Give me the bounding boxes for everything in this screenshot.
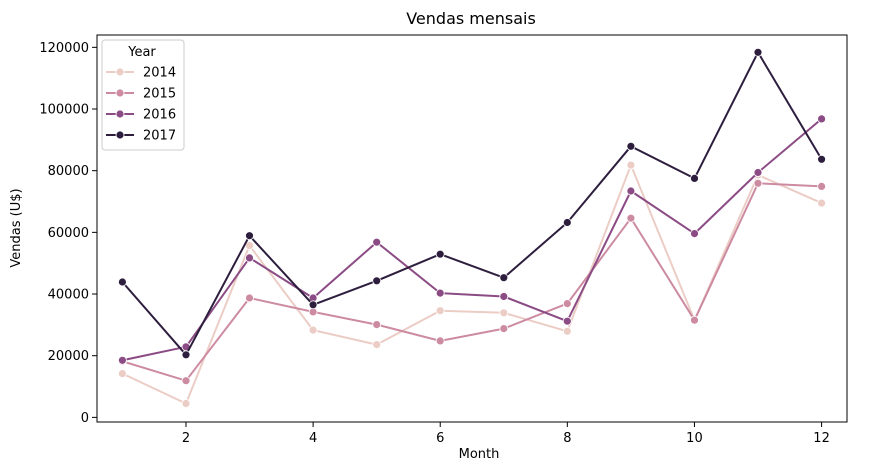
data-point <box>435 336 445 346</box>
x-tick-label: 4 <box>309 431 317 446</box>
data-point <box>817 198 826 208</box>
x-axis-label: Month <box>459 447 500 462</box>
legend-item-2015: 2015 <box>106 87 176 102</box>
legend-marker <box>115 130 125 140</box>
legend-label: 2015 <box>143 87 176 102</box>
data-point <box>435 249 445 259</box>
x-axis: 2 4 6 8 10 12 <box>182 422 830 446</box>
data-point <box>562 218 572 227</box>
data-point <box>372 320 382 330</box>
data-point <box>245 241 254 251</box>
data-point <box>690 229 699 239</box>
data-point <box>690 173 699 183</box>
data-point <box>435 306 445 316</box>
data-point <box>245 253 254 263</box>
y-tick-label: 100000 <box>39 103 89 118</box>
data-point <box>626 213 636 223</box>
data-point <box>817 154 826 164</box>
legend-marker <box>115 67 125 77</box>
data-point <box>562 316 572 326</box>
data-point <box>753 178 763 188</box>
data-point <box>817 114 826 124</box>
data-point <box>626 141 636 151</box>
data-point <box>372 340 382 350</box>
x-tick-label: 8 <box>563 431 571 446</box>
data-point <box>562 299 572 309</box>
legend-label: 2016 <box>143 108 176 123</box>
y-tick-label: 40000 <box>48 288 89 303</box>
data-point <box>435 288 445 298</box>
legend-marker <box>115 109 125 119</box>
legend-item-2017: 2017 <box>106 129 176 144</box>
data-point <box>372 237 382 247</box>
x-tick-label: 2 <box>182 431 190 446</box>
legend-box <box>101 39 185 151</box>
legend-label: 2014 <box>143 66 176 81</box>
data-point <box>626 186 636 196</box>
series-2016 <box>118 114 826 365</box>
x-tick-label: 12 <box>813 431 830 446</box>
legend-label: 2017 <box>143 129 176 144</box>
data-point <box>499 292 509 301</box>
data-point <box>562 326 572 336</box>
data-point <box>245 231 254 241</box>
data-point <box>245 293 254 303</box>
y-tick-label: 120000 <box>39 41 89 56</box>
data-point <box>372 276 382 286</box>
legend-marker <box>115 88 125 98</box>
data-point <box>753 47 763 57</box>
series-line <box>122 182 822 382</box>
y-tick-label: 20000 <box>48 349 89 364</box>
data-point <box>118 369 127 379</box>
data-point <box>181 350 191 360</box>
data-point <box>118 355 127 365</box>
series-line <box>122 118 823 362</box>
plot-area <box>96 34 848 423</box>
data-point <box>626 160 636 170</box>
data-point <box>308 300 318 310</box>
legend: Year 2014 2015 2016 2017 <box>101 39 185 151</box>
series-layer <box>118 47 826 408</box>
data-point <box>753 168 763 177</box>
data-point <box>181 376 191 386</box>
y-axis: 0 20000 40000 60000 80000 100000 120000 <box>39 41 97 426</box>
data-point <box>499 324 509 334</box>
series-line <box>121 51 823 356</box>
data-point <box>308 325 318 335</box>
y-tick-label: 60000 <box>48 226 89 241</box>
legend-item-2014: 2014 <box>106 66 176 81</box>
series-2017 <box>118 47 826 360</box>
data-point <box>499 308 509 318</box>
x-tick-label: 6 <box>436 431 444 446</box>
data-point <box>118 277 127 287</box>
data-point <box>181 399 191 408</box>
y-axis-label: Vendas (U$) <box>9 188 24 267</box>
data-point <box>499 273 509 283</box>
y-tick-label: 0 <box>81 411 89 426</box>
x-tick-label: 10 <box>686 431 703 446</box>
y-tick-label: 80000 <box>48 164 89 179</box>
data-point <box>817 181 826 191</box>
legend-title: Year <box>127 45 156 60</box>
legend-item-2016: 2016 <box>106 108 176 123</box>
data-point <box>690 315 699 325</box>
chart-title: Vendas mensais <box>406 9 536 28</box>
